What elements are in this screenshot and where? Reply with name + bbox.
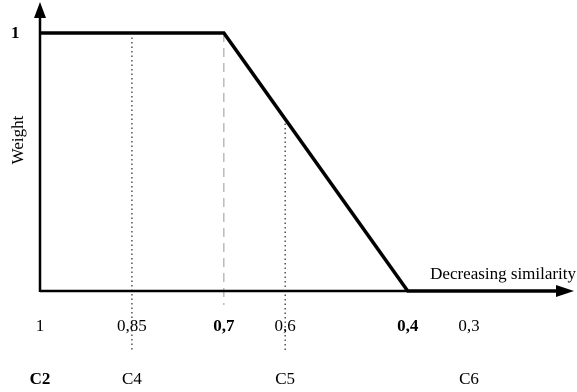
tick-label: 0,7 <box>213 316 235 335</box>
guide-lines <box>131 33 286 352</box>
y-max-label: 1 <box>11 23 20 42</box>
tick-labels: 1 C2 0,85 C4 0,7 0,6 C5 0,4 0,3 C6 <box>30 316 480 388</box>
case-label: C5 <box>275 369 295 388</box>
y-axis-arrow <box>34 2 46 18</box>
y-axis-label: Weight <box>8 115 27 164</box>
tick-label: 0,4 <box>397 316 419 335</box>
x-axis-arrow <box>556 285 574 297</box>
weight-curve <box>40 31 558 293</box>
case-label: C6 <box>459 369 479 388</box>
case-label: C4 <box>122 369 142 388</box>
x-axis-label: Decreasing similarity <box>430 264 576 283</box>
tick-label: 0,3 <box>458 316 479 335</box>
tick-label: 0,6 <box>275 316 296 335</box>
case-label: C2 <box>30 369 51 388</box>
tick-label: 1 <box>36 316 45 335</box>
tick-label: 0,85 <box>117 316 147 335</box>
